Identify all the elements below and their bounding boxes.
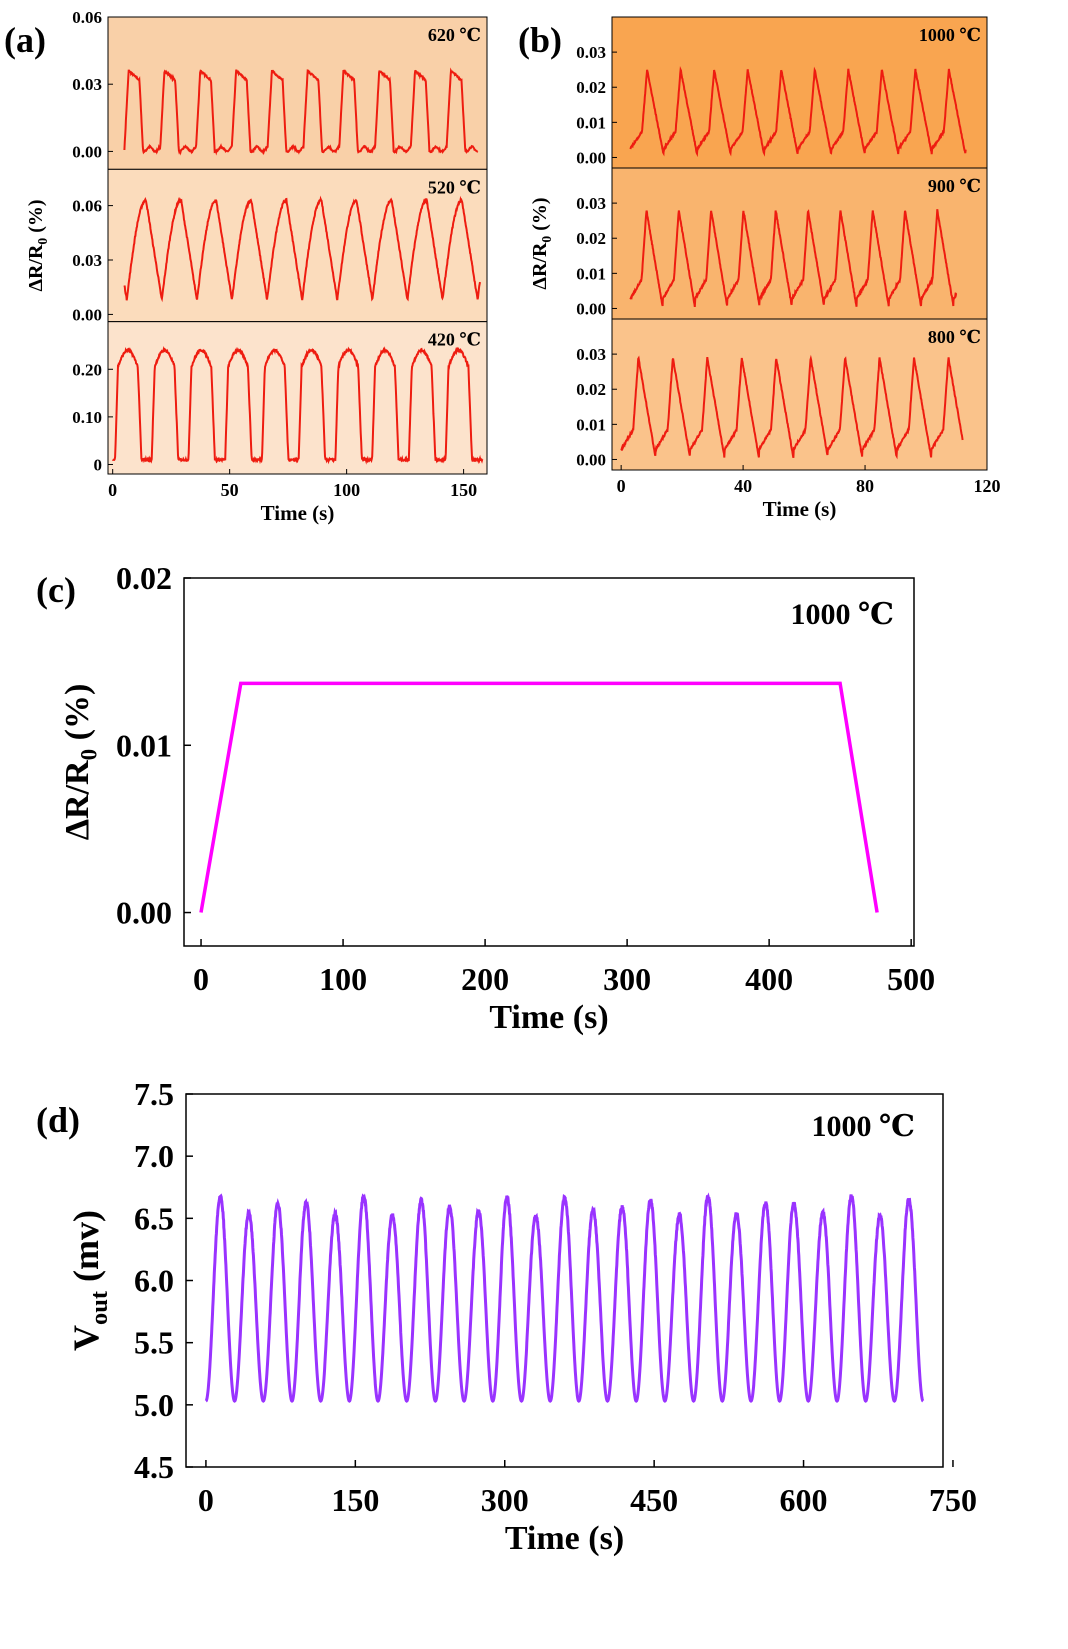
y-axis-label: ΔR/R0 (%) <box>529 197 554 289</box>
x-tick-label: 750 <box>929 1482 977 1518</box>
subplot-bg-a-620 <box>107 16 488 170</box>
y-tick-label: 5.0 <box>134 1387 174 1423</box>
y-tick-label: 0.01 <box>576 264 606 283</box>
x-tick-label: 100 <box>319 961 367 997</box>
y-tick-label: 0.00 <box>116 895 172 931</box>
panel-label-a: (a) <box>4 20 46 60</box>
x-tick-label: 0 <box>108 480 117 500</box>
trace-b-1000 <box>629 65 967 158</box>
y-axis-label: ΔR/R0 (%) <box>59 684 103 841</box>
x-tick-label: 450 <box>630 1482 678 1518</box>
temperature-label-a-620: 620 ℃ <box>428 25 481 45</box>
trace-b-800 <box>620 354 964 460</box>
trace-a-520 <box>123 195 481 303</box>
x-tick-label: 500 <box>887 961 935 997</box>
y-tick-label: 0.00 <box>576 299 606 318</box>
trace-b-900 <box>629 209 958 308</box>
temperature-label-b-800: 800 ℃ <box>928 327 981 347</box>
x-axis-label: Time (s) <box>261 501 335 525</box>
temperature-label-a-520: 520 ℃ <box>428 177 481 197</box>
y-tick-label: 0.01 <box>116 727 172 763</box>
trace-a-620 <box>123 67 479 156</box>
plot-frame-c <box>183 577 915 947</box>
y-tick-label: 4.5 <box>134 1449 174 1485</box>
x-tick-label: 150 <box>331 1482 379 1518</box>
x-tick-label: 0 <box>193 961 209 997</box>
temperature-label-d: 1000 ℃ <box>812 1110 915 1143</box>
y-tick-label: 5.5 <box>134 1325 174 1361</box>
x-tick-label: 80 <box>856 476 874 496</box>
x-tick-label: 0 <box>617 476 626 496</box>
y-tick-label: 0.01 <box>576 415 606 434</box>
temperature-label-a-420: 420 ℃ <box>428 330 481 350</box>
x-axis-label: Time (s) <box>763 497 837 521</box>
y-tick-label: 0.03 <box>576 194 606 213</box>
x-tick-label: 300 <box>481 1482 529 1518</box>
x-tick-label: 50 <box>221 480 239 500</box>
y-tick-label: 0.03 <box>72 251 102 270</box>
y-tick-label: 0.10 <box>72 408 102 427</box>
x-tick-label: 300 <box>603 961 651 997</box>
temperature-label-c: 1000 ℃ <box>791 598 894 631</box>
y-tick-label: 0.00 <box>576 450 606 469</box>
temperature-label-b-1000: 1000 ℃ <box>919 25 981 45</box>
y-tick-label: 0.03 <box>576 345 606 364</box>
x-tick-label: 150 <box>450 480 477 500</box>
y-tick-label: 0.02 <box>116 560 172 596</box>
y-tick-label: 0.02 <box>576 380 606 399</box>
x-tick-label: 200 <box>461 961 509 997</box>
panel-label-c: (c) <box>36 570 76 610</box>
y-tick-label: 6.5 <box>134 1200 174 1236</box>
y-tick-label: 0.02 <box>576 78 606 97</box>
panel-label-d: (d) <box>36 1100 80 1140</box>
y-tick-label: 0.00 <box>72 305 102 324</box>
x-tick-label: 40 <box>734 476 752 496</box>
y-tick-label: 0.20 <box>72 360 102 379</box>
subplot-bg-b-800 <box>611 318 988 471</box>
y-tick-label: 0.00 <box>72 142 102 161</box>
y-tick-label: 0.06 <box>72 8 102 27</box>
x-axis-label: Time (s) <box>505 1520 624 1557</box>
y-tick-label: 7.5 <box>134 1076 174 1112</box>
y-axis-label: Vout (mv) <box>66 1210 113 1351</box>
x-tick-label: 600 <box>780 1482 828 1518</box>
x-axis-label: Time (s) <box>489 999 608 1036</box>
subplot-bg-b-1000 <box>611 16 988 169</box>
x-tick-label: 0 <box>198 1482 214 1518</box>
y-tick-label: 0.02 <box>576 229 606 248</box>
y-tick-label: 0.00 <box>576 148 606 167</box>
y-tick-label: 6.0 <box>134 1263 174 1299</box>
y-tick-label: 7.0 <box>134 1138 174 1174</box>
subplot-bg-a-420 <box>107 321 488 475</box>
temperature-label-b-900: 900 ℃ <box>928 176 981 196</box>
y-tick-label: 0.03 <box>576 43 606 62</box>
y-axis-label: ΔR/R0 (%) <box>25 199 50 291</box>
y-tick-label: 0.01 <box>576 113 606 132</box>
panel-label-b: (b) <box>518 20 562 60</box>
trace-d <box>204 1192 925 1403</box>
trace-a-420 <box>111 345 484 465</box>
trace-c <box>199 681 879 913</box>
y-tick-label: 0.03 <box>72 75 102 94</box>
x-tick-label: 100 <box>333 480 360 500</box>
y-tick-label: 0.06 <box>72 197 102 216</box>
y-tick-label: 0 <box>94 455 103 474</box>
x-tick-label: 120 <box>974 476 1001 496</box>
x-tick-label: 400 <box>745 961 793 997</box>
